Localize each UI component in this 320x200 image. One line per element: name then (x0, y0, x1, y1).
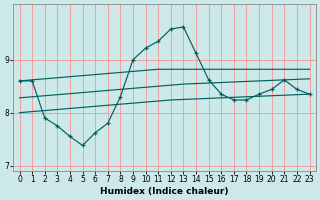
X-axis label: Humidex (Indice chaleur): Humidex (Indice chaleur) (100, 187, 229, 196)
